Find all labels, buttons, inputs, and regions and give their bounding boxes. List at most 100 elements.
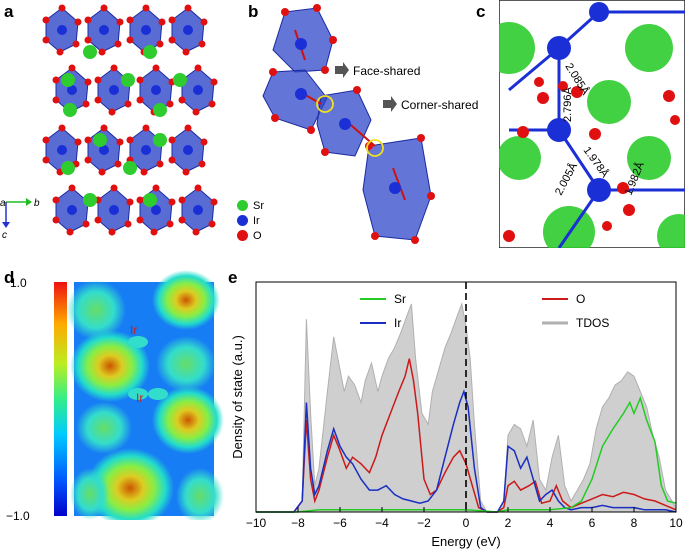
atom-legend: Sr Ir O — [237, 198, 264, 243]
oxygen-atom — [184, 4, 192, 12]
iridium-atom — [99, 145, 109, 155]
iridium-atom — [183, 145, 193, 155]
legend-label: TDOS — [576, 316, 609, 330]
strontium-atom — [61, 161, 75, 175]
oxygen-atom — [114, 40, 122, 48]
iridium-atom — [99, 25, 109, 35]
panel-label-d: d — [4, 268, 15, 287]
oxygen-atom — [142, 124, 150, 132]
strontium-atom — [63, 103, 77, 117]
oxygen-atom — [98, 48, 106, 56]
strontium-atom — [123, 161, 137, 175]
panel-label-a: a — [4, 2, 14, 21]
oxygen-atom — [136, 196, 144, 204]
oxygen-atom — [84, 136, 92, 144]
polyhedron-chain — [262, 4, 435, 244]
oxygen-atom — [84, 156, 92, 164]
oxygen-atom — [178, 96, 186, 104]
polyhedra-b: Face-shared Corner-shared — [262, 4, 478, 244]
oxygen-atom — [182, 48, 190, 56]
strontium-atom — [93, 133, 107, 147]
legend-item: O — [237, 228, 264, 243]
x-tick-label: 6 — [589, 516, 596, 530]
x-tick-label: −2 — [417, 516, 431, 530]
colorbar — [54, 282, 67, 516]
oxygen-atom — [84, 16, 92, 24]
strontium-atom — [173, 73, 187, 87]
oxygen-atom — [56, 48, 64, 56]
oxygen-atom — [82, 100, 90, 108]
iridium-atom — [141, 145, 151, 155]
legend-item: Ir — [237, 213, 264, 228]
x-tick-label: −8 — [291, 516, 305, 530]
legend-label: Ir — [253, 214, 260, 227]
oxygen-atom — [116, 18, 124, 26]
crystal-structure-a: a b c — [0, 4, 218, 241]
oxygen-atom — [136, 216, 144, 224]
x-tick-label: 0 — [463, 516, 470, 530]
oxygen-atom — [182, 168, 190, 176]
bond-network — [499, 2, 685, 248]
oxygen-atom — [68, 184, 76, 192]
strontium-atom — [143, 193, 157, 207]
iridium-atom — [193, 205, 203, 215]
iridium-atom — [67, 85, 77, 95]
oxygen-atom — [200, 138, 208, 146]
panel-label-e: e — [228, 268, 238, 287]
oxygen-atom — [124, 100, 132, 108]
oxygen-atom — [110, 64, 118, 72]
oxygen-atom — [168, 16, 176, 24]
oxygen-atom — [168, 156, 176, 164]
axis-indicator: a b c — [0, 198, 40, 241]
oxygen-atom — [98, 168, 106, 176]
iridium-atom — [67, 205, 77, 215]
bond-lengths-c: 2.085Å 2.796Å 1.978Å 2.005Å 1.982Å — [499, 0, 685, 248]
oxygen-atom — [42, 156, 50, 164]
oxygen-atom — [198, 160, 206, 168]
oxygen-atom — [152, 64, 160, 72]
series-o-line — [256, 358, 677, 513]
atom-label-ir: Ir — [130, 323, 137, 337]
oxygen-atom — [52, 96, 60, 104]
oxygen-atom — [58, 124, 66, 132]
oxygen-atom — [200, 18, 208, 26]
x-tick-label: 10 — [669, 516, 683, 530]
oxygen-atom — [156, 40, 164, 48]
oxygen-atom — [114, 160, 122, 168]
bond-length-label: 2.796Å — [561, 86, 574, 122]
oxygen-atom — [208, 220, 216, 228]
oxygen-atom — [100, 124, 108, 132]
oxygen-atom — [152, 184, 160, 192]
oxygen-atom — [68, 64, 76, 72]
oxygen-atom — [210, 78, 218, 86]
corner-shared-label: Corner-shared — [401, 98, 478, 112]
oxygen-atom — [126, 198, 134, 206]
panel-label-c: c — [476, 2, 486, 21]
iridium-atom — [193, 85, 203, 95]
oxygen-atom — [168, 198, 176, 206]
atom-swatch — [237, 215, 248, 226]
atom-label-ir: Ir — [136, 391, 143, 405]
series-ir-line — [256, 389, 677, 513]
oxygen-atom — [166, 100, 174, 108]
oxygen-atom — [94, 96, 102, 104]
iridium-atom — [109, 85, 119, 95]
oxygen-atom — [192, 108, 200, 116]
strontium-atom — [61, 73, 75, 87]
oxygen-atom — [66, 228, 74, 236]
oxygen-atom — [192, 228, 200, 236]
panel-label-b: b — [248, 2, 259, 21]
oxygen-atom — [52, 216, 60, 224]
oxygen-atom — [136, 76, 144, 84]
oxygen-atom — [126, 36, 134, 44]
axis-label-a: a — [0, 198, 6, 209]
oxygen-atom — [82, 220, 90, 228]
iridium-atom — [183, 25, 193, 35]
x-tick-label: 2 — [505, 516, 512, 530]
oxygen-atom — [140, 168, 148, 176]
oxygen-atom — [194, 64, 202, 72]
atom-swatch — [237, 230, 248, 241]
legend-label: Sr — [253, 199, 264, 212]
oxygen-atom — [124, 220, 132, 228]
oxygen-atom — [84, 36, 92, 44]
